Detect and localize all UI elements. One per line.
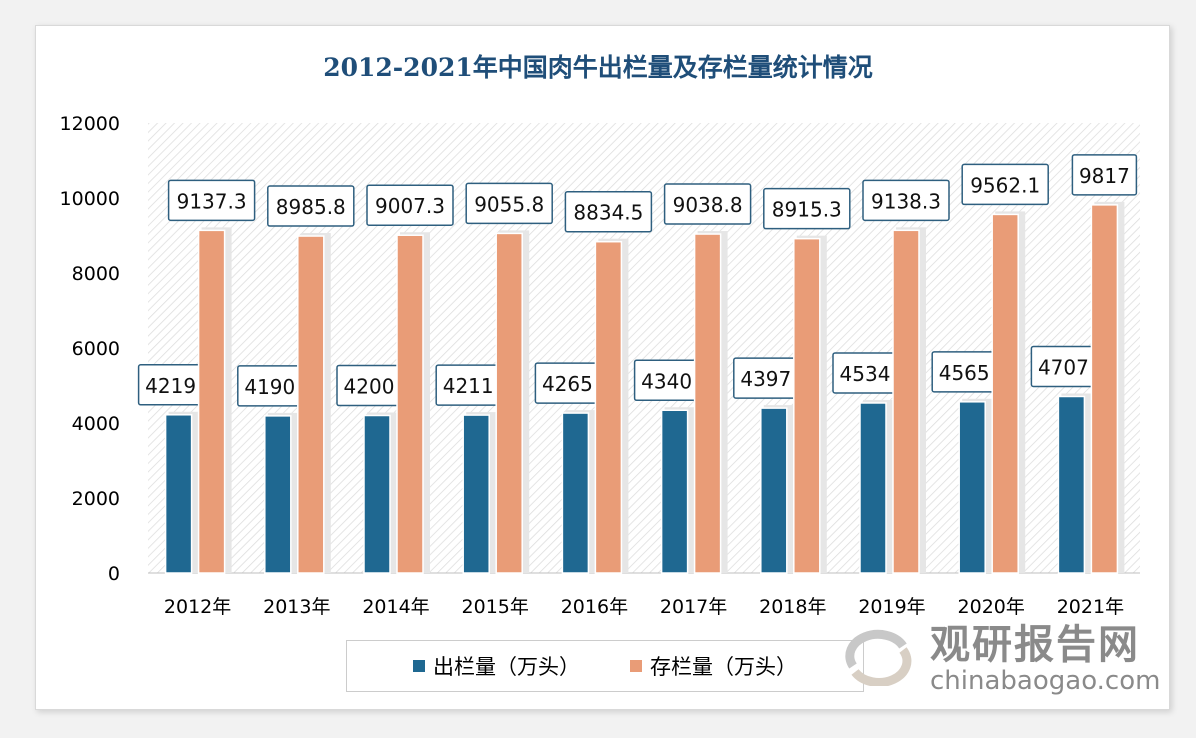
watermark-cn: 观研报告网 xyxy=(930,622,1140,668)
data-label: 8985.8 xyxy=(276,195,346,219)
x-tick-label: 2019年 xyxy=(858,596,925,618)
data-label: 9137.3 xyxy=(177,189,247,213)
bar-stock xyxy=(793,237,821,574)
data-label-box xyxy=(366,184,454,226)
data-label: 4565 xyxy=(939,361,990,385)
x-tick-label: 2016年 xyxy=(561,596,628,618)
legend-label-outflow: 出栏量（万头） xyxy=(433,655,580,679)
data-label: 4200 xyxy=(344,375,395,399)
bar-stock xyxy=(396,234,424,574)
x-tick-label: 2021年 xyxy=(1057,596,1124,618)
data-label: 9055.8 xyxy=(474,192,544,216)
data-label: 4707 xyxy=(1038,355,1089,379)
bar-stock xyxy=(495,232,523,574)
data-label: 9038.8 xyxy=(673,193,743,217)
data-label: 9562.1 xyxy=(970,173,1040,197)
bar-outflow xyxy=(660,409,689,574)
data-label-box xyxy=(267,185,355,227)
data-label-box xyxy=(1071,154,1138,196)
y-tick-label: 0 xyxy=(108,563,120,585)
data-label: 9817 xyxy=(1079,164,1130,188)
watermark-en: chinabaogao.com xyxy=(930,666,1161,696)
data-label: 8834.5 xyxy=(573,201,643,225)
bar-outflow xyxy=(1057,395,1086,574)
x-tick-label: 2012年 xyxy=(164,596,231,618)
x-tick-label: 2020年 xyxy=(958,596,1025,618)
x-tick-label: 2018年 xyxy=(759,596,826,618)
legend-swatch-stock xyxy=(630,660,642,672)
x-tick-label: 2014年 xyxy=(362,596,429,618)
bar-stock xyxy=(1090,204,1119,574)
data-label: 4340 xyxy=(641,369,692,393)
data-label: 8915.3 xyxy=(772,198,842,222)
watermark-logo-icon xyxy=(845,629,912,686)
data-label-box xyxy=(663,183,752,225)
data-label: 9138.3 xyxy=(871,189,941,213)
y-tick-label: 12000 xyxy=(60,113,120,135)
bar-stock xyxy=(991,213,1019,574)
x-tick-label: 2013年 xyxy=(263,596,330,618)
legend-swatch-outflow xyxy=(413,660,425,672)
bar-outflow xyxy=(859,402,887,574)
data-label-box xyxy=(465,182,553,225)
y-tick-label: 8000 xyxy=(72,263,120,285)
y-tick-label: 6000 xyxy=(72,338,120,360)
watermark: 观研报告网 chinabaogao.com xyxy=(835,612,1160,696)
chart-title: 2012-2021年中国肉牛出栏量及存栏量统计情况 xyxy=(323,53,873,82)
y-tick-label: 10000 xyxy=(60,188,120,210)
y-tick-label: 2000 xyxy=(72,488,120,510)
bar-stock xyxy=(297,235,325,574)
bar-outflow xyxy=(264,415,292,574)
y-tick-label: 4000 xyxy=(72,413,120,435)
data-label: 4190 xyxy=(244,375,295,399)
bar-stock xyxy=(693,233,722,574)
data-label: 9007.3 xyxy=(375,194,445,218)
bar-stock xyxy=(892,229,920,574)
data-label: 4397 xyxy=(740,367,791,391)
bar-outflow xyxy=(561,412,590,574)
bar-outflow xyxy=(958,401,986,574)
bar-outflow xyxy=(462,414,490,574)
legend-label-stock: 存栏量（万头） xyxy=(650,655,797,679)
bar-stock xyxy=(594,240,623,574)
x-tick-label: 2015年 xyxy=(462,596,529,618)
data-label: 4211 xyxy=(443,374,494,398)
data-label-box xyxy=(167,179,256,222)
legend: 出栏量（万头） 存栏量（万头） xyxy=(346,640,864,692)
data-label-box xyxy=(763,187,851,230)
data-label-box xyxy=(862,179,950,222)
data-label-box xyxy=(961,163,1049,206)
x-tick-label: 2017年 xyxy=(660,596,727,618)
data-label: 4219 xyxy=(145,374,196,398)
data-label: 4534 xyxy=(840,362,891,386)
data-label-box xyxy=(564,190,653,233)
bar-outflow xyxy=(363,414,391,574)
data-label: 4265 xyxy=(542,372,593,396)
bar-outflow xyxy=(164,414,193,574)
legend-item-stock: 存栏量（万头） xyxy=(630,651,797,681)
bar-outflow xyxy=(760,407,788,574)
bar-stock xyxy=(197,229,226,574)
legend-item-outflow: 出栏量（万头） xyxy=(413,651,580,681)
